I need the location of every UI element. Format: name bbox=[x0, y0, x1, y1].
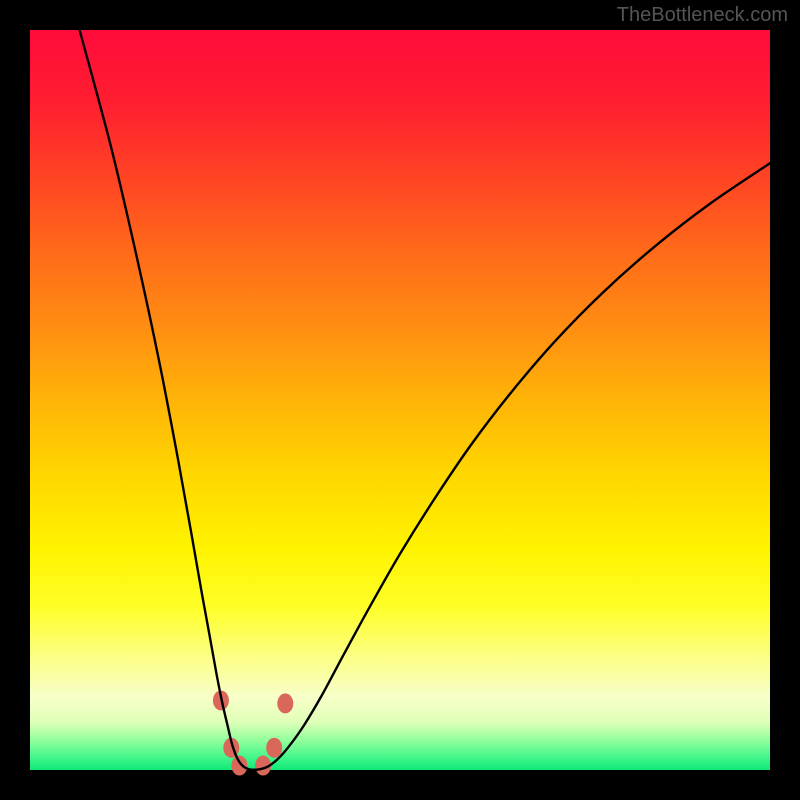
curve-marker bbox=[231, 756, 247, 776]
curve-marker bbox=[266, 738, 282, 758]
watermark-text: TheBottleneck.com bbox=[617, 4, 788, 27]
chart-container: TheBottleneck.com bbox=[0, 0, 800, 800]
bottleneck-chart bbox=[0, 0, 800, 800]
plot-background bbox=[30, 30, 770, 770]
curve-marker bbox=[277, 693, 293, 713]
